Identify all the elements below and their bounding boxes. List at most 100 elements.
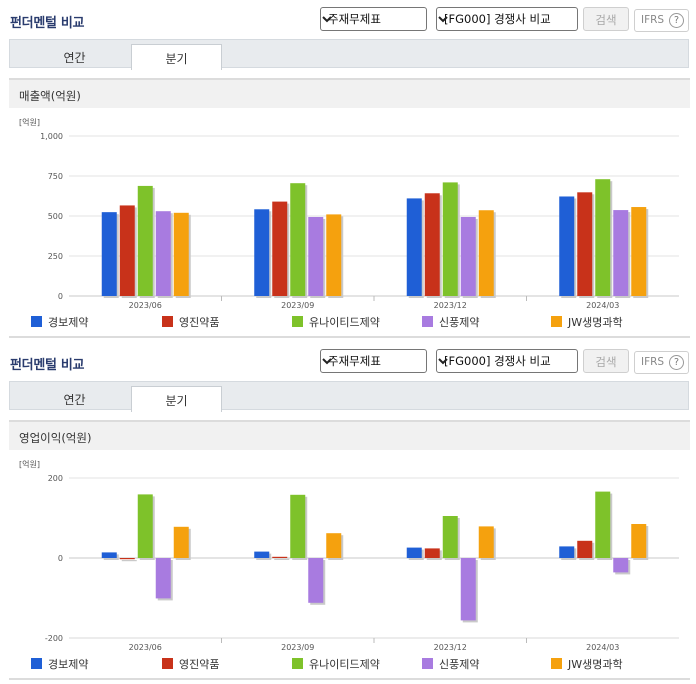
- bar: [424, 193, 440, 296]
- legend-label: 신풍제약: [439, 657, 479, 671]
- legend-swatch: [31, 316, 42, 327]
- compare-select[interactable]: [FG000] 경쟁사 비교: [436, 7, 578, 31]
- section-header: 매출액(억원): [9, 78, 690, 108]
- bar-shadow: [121, 560, 137, 562]
- chevron-down-icon: [322, 358, 332, 365]
- search-button[interactable]: 검색: [583, 7, 629, 31]
- tab-quarterly[interactable]: 분기: [131, 386, 222, 412]
- ifrs-button[interactable]: IFRS ?: [634, 351, 689, 374]
- y-tick-label: -200: [45, 634, 63, 643]
- bar: [101, 212, 117, 296]
- legend-swatch: [292, 658, 303, 669]
- bar: [326, 214, 342, 296]
- y-unit-label: [억원]: [19, 459, 40, 469]
- revenue-chart-svg: [억원] 0 250 500 750 1,000 2023/06 2023/09 2023/12…: [19, 117, 679, 329]
- bar: [254, 551, 270, 558]
- chevron-down-icon: [322, 16, 332, 23]
- bar: [406, 547, 422, 558]
- y-tick-label: 0: [58, 292, 63, 301]
- legend-label: 영진약품: [179, 657, 219, 671]
- legend-label: 영진약품: [179, 315, 219, 329]
- bar-shadow: [274, 558, 290, 560]
- tab-annual[interactable]: 연간: [63, 393, 86, 407]
- statement-select[interactable]: 주재무제표: [320, 349, 427, 373]
- statement-select-value: 주재무제표: [328, 12, 381, 26]
- legend-label: JW생명과학: [567, 316, 623, 329]
- x-tick-label: 2024/03: [586, 643, 619, 652]
- ifrs-button[interactable]: IFRS ?: [634, 9, 689, 32]
- bar: [254, 209, 270, 296]
- y-tick-label: 1,000: [40, 132, 63, 141]
- bar: [290, 183, 306, 296]
- fundamental-panel-operating-profit: 펀더멘털 비교 주재무제표 [FG000] 경쟁사 비교 검색 IFRS ? 연…: [0, 342, 696, 684]
- period-tabs: 연간 분기: [9, 39, 689, 70]
- bar: [137, 185, 153, 296]
- bar: [173, 212, 189, 296]
- section-title: 영업이익(억원): [19, 431, 92, 445]
- x-tick-label: 2023/09: [281, 643, 314, 652]
- bar: [595, 179, 611, 296]
- legend-label: 유나이티드제약: [309, 657, 380, 671]
- bar: [137, 494, 153, 558]
- bar: [595, 491, 611, 558]
- ifrs-label: IFRS: [641, 356, 665, 368]
- statement-select[interactable]: 주재무제표: [320, 7, 427, 31]
- y-tick-label: 750: [48, 172, 63, 181]
- bar: [308, 558, 324, 603]
- panel-title: 펀더멘털 비교: [10, 16, 85, 31]
- legend-swatch: [292, 316, 303, 327]
- operating-profit-chart: [억원] -200 0 200 2023/06 2023/09 2023/12 2024/03…: [9, 450, 690, 680]
- chevron-down-icon: [438, 358, 448, 365]
- x-tick-label: 2024/03: [586, 301, 619, 310]
- bar: [119, 558, 135, 560]
- period-tabs: 연간 분기: [9, 381, 689, 412]
- bar: [559, 196, 575, 296]
- bar: [460, 558, 476, 621]
- x-tick-label: 2023/12: [434, 643, 467, 652]
- tab-quarterly[interactable]: 분기: [131, 44, 222, 70]
- y-tick-label: 500: [48, 212, 63, 221]
- bar: [478, 526, 494, 558]
- compare-select-value: [FG000] 경쟁사 비교: [444, 354, 551, 368]
- bar: [424, 548, 440, 558]
- y-tick-label: 200: [48, 474, 63, 483]
- chevron-down-icon: [438, 16, 448, 23]
- x-tick-label: 2023/09: [281, 301, 314, 310]
- help-icon[interactable]: ?: [669, 13, 684, 28]
- statement-select-value: 주재무제표: [328, 354, 381, 368]
- help-icon[interactable]: ?: [669, 355, 684, 370]
- search-button[interactable]: 검색: [583, 349, 629, 373]
- bar: [272, 201, 288, 296]
- revenue-chart: [억원] 0 250 500 750 1,000 2023/06 2023/09 2023/12…: [9, 108, 690, 338]
- legend-label: JW생명과학: [567, 658, 623, 671]
- legend-label: 경보제약: [48, 315, 88, 329]
- legend-label: 신풍제약: [439, 315, 479, 329]
- ifrs-label: IFRS: [641, 14, 665, 26]
- tab-annual[interactable]: 연간: [63, 51, 86, 65]
- bar: [326, 533, 342, 558]
- bar: [119, 205, 135, 296]
- bar: [155, 558, 171, 599]
- bar: [460, 216, 476, 296]
- bar: [577, 540, 593, 558]
- panel-title: 펀더멘털 비교: [10, 358, 85, 373]
- legend-label: 경보제약: [48, 657, 88, 671]
- compare-select[interactable]: [FG000] 경쟁사 비교: [436, 349, 578, 373]
- panel-header: 펀더멘털 비교 주재무제표 [FG000] 경쟁사 비교 검색 IFRS ?: [0, 342, 696, 380]
- x-tick-label: 2023/12: [434, 301, 467, 310]
- bar: [577, 192, 593, 296]
- legend-swatch: [551, 658, 562, 669]
- bar: [478, 210, 494, 296]
- legend-swatch: [162, 316, 173, 327]
- bar: [272, 556, 288, 558]
- bar: [631, 524, 647, 558]
- bar: [290, 494, 306, 558]
- bar: [613, 210, 629, 296]
- x-tick-label: 2023/06: [129, 301, 162, 310]
- bar: [442, 182, 458, 296]
- y-tick-label: 0: [58, 554, 63, 563]
- legend-swatch: [162, 658, 173, 669]
- panel-header: 펀더멘털 비교 주재무제표 [FG000] 경쟁사 비교 검색 IFRS ?: [0, 0, 696, 38]
- section-title: 매출액(억원): [19, 89, 81, 103]
- legend-swatch: [422, 316, 433, 327]
